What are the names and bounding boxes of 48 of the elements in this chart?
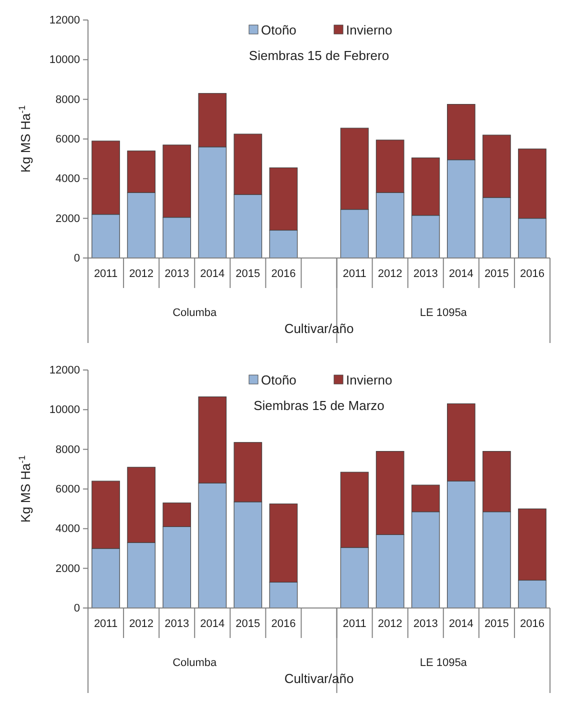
text: Siembras 15 de Marzo [254, 398, 384, 413]
x-tick-label: 2012 [378, 618, 402, 630]
y-tick-label: 12000 [49, 14, 80, 27]
y-tick-label: 10000 [49, 54, 80, 66]
x-tick-label: 2016 [520, 268, 544, 280]
y-tick-label: 12000 [49, 364, 80, 377]
x-tick-label: 2011 [342, 618, 366, 630]
y-tick-label: 0 [74, 602, 80, 615]
x-tick-label: 2014 [200, 618, 225, 630]
legend-label: Invierno [346, 22, 392, 38]
x-tick-label: 2012 [129, 618, 154, 630]
y-tick-label: 2000 [56, 562, 80, 575]
x-tick-label: 2013 [413, 268, 438, 280]
x-tick-label: 2015 [484, 618, 509, 630]
x-tick-label: 2014 [448, 268, 474, 280]
legend-label: Invierno [346, 372, 392, 388]
x-tick-label: 2013 [164, 618, 190, 630]
x-tick-label: 2012 [378, 268, 402, 280]
x-tick-label: 2011 [342, 268, 366, 280]
y-tick-label: 10000 [49, 404, 80, 416]
text: Columba [172, 657, 218, 669]
x-tick-label: 2013 [413, 618, 438, 630]
y-tick-label: 8000 [56, 444, 80, 456]
x-tick-label: 2012 [129, 268, 154, 280]
y-tick-label: 6000 [56, 484, 80, 496]
y-tick-label: 4000 [56, 523, 80, 536]
text: LE 1095a [420, 657, 468, 669]
x-tick-label: 2016 [271, 268, 296, 280]
x-tick-label: 2015 [236, 268, 260, 280]
y-tick-label: 0 [74, 252, 80, 265]
x-tick-label: 2013 [164, 268, 190, 280]
x-tick-label: 2016 [520, 618, 544, 630]
y-tick-label: 4000 [56, 173, 80, 186]
x-tick-label: 2011 [94, 268, 118, 280]
x-tick-label: 2015 [484, 268, 509, 280]
text: LE 1095a [420, 307, 468, 319]
y-tick-label: 8000 [56, 94, 80, 106]
x-tick-label: 2014 [200, 268, 225, 280]
y-tick-label: 2000 [56, 212, 80, 225]
x-tick-label: 2016 [271, 618, 296, 630]
text: Columba [172, 307, 218, 319]
x-tick-label: 2014 [448, 618, 474, 630]
x-tick-label: 2015 [236, 618, 260, 630]
y-tick-label: 6000 [56, 134, 80, 146]
text: Siembras 15 de Febrero [248, 48, 390, 63]
legend-label: Otoño [261, 22, 296, 38]
legend-label: Otoño [261, 372, 296, 388]
x-tick-label: 2011 [94, 618, 118, 630]
